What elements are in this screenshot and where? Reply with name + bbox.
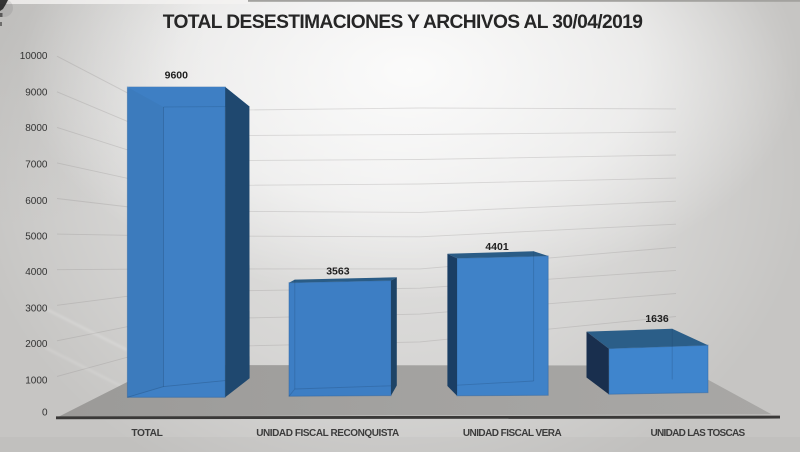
svg-text:0: 0	[42, 408, 48, 419]
svg-text:TOTAL DESESTIMACIONES Y ARCHIV: TOTAL DESESTIMACIONES Y ARCHIVOS AL 30/0…	[163, 12, 643, 33]
svg-text:9000: 9000	[25, 88, 48, 99]
svg-text:UNIDAD FISCAL VERA: UNIDAD FISCAL VERA	[463, 428, 562, 439]
svg-text:1636: 1636	[645, 313, 669, 325]
svg-text:9600: 9600	[165, 70, 189, 82]
svg-text:4401: 4401	[485, 241, 509, 253]
svg-text:5000: 5000	[25, 232, 48, 243]
svg-text:2000: 2000	[25, 339, 48, 350]
svg-text:UNIDAD LAS TOSCAS: UNIDAD LAS TOSCAS	[650, 428, 745, 439]
svg-text:7000: 7000	[25, 160, 48, 171]
svg-text:3000: 3000	[25, 304, 48, 315]
svg-text:1000: 1000	[25, 376, 48, 387]
svg-text:10000: 10000	[20, 51, 48, 62]
svg-text:UNIDAD FISCAL RECONQUISTA: UNIDAD FISCAL RECONQUISTA	[256, 428, 399, 439]
svg-text:3563: 3563	[326, 266, 350, 278]
svg-text:6000: 6000	[25, 196, 48, 207]
svg-text:4000: 4000	[25, 267, 48, 278]
svg-text:TOTAL: TOTAL	[131, 428, 162, 439]
svg-text:8000: 8000	[25, 123, 48, 134]
